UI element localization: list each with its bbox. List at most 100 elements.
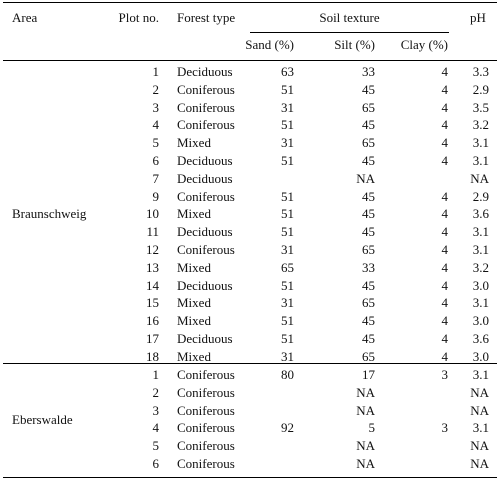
cell-area: Braunschweig bbox=[12, 206, 87, 221]
cell-sand: 92 bbox=[281, 420, 294, 435]
cell-silt: 65 bbox=[362, 349, 375, 364]
cell-silt: NA bbox=[356, 171, 375, 186]
table-row: 11 Deciduous 51 45 4 3.1 bbox=[0, 224, 500, 240]
cell-silt: 65 bbox=[362, 242, 375, 257]
cell-ph: 3.1 bbox=[472, 224, 489, 239]
cell-forest-type: Coniferous bbox=[177, 189, 235, 204]
cell-plot-no: 16 bbox=[146, 313, 159, 328]
cell-ph: NA bbox=[470, 171, 489, 186]
cell-clay: 4 bbox=[441, 242, 449, 257]
cell-sand: 31 bbox=[281, 349, 294, 364]
soil-texture-rule bbox=[250, 32, 449, 33]
cell-ph: 3.1 bbox=[472, 135, 489, 150]
cell-clay: 4 bbox=[441, 206, 449, 221]
cell-clay: 4 bbox=[441, 135, 449, 150]
table-row: 18 Mixed 31 65 4 3.0 bbox=[0, 349, 500, 365]
header-clay: Clay (%) bbox=[400, 37, 448, 52]
table-row: 6 Coniferous NA NA bbox=[0, 456, 500, 472]
cell-ph: 3.0 bbox=[472, 313, 489, 328]
cell-ph: 3.3 bbox=[472, 64, 489, 79]
cell-silt: 45 bbox=[362, 278, 375, 293]
header-ph: pH bbox=[470, 10, 486, 25]
cell-ph: 2.9 bbox=[472, 189, 489, 204]
cell-forest-type: Coniferous bbox=[177, 438, 235, 453]
cell-silt: 45 bbox=[362, 206, 375, 221]
cell-forest-type: Coniferous bbox=[177, 117, 235, 132]
cell-sand: 51 bbox=[281, 117, 294, 132]
cell-sand: 51 bbox=[281, 331, 294, 346]
table-row: 2 Coniferous 51 45 4 2.9 bbox=[0, 82, 500, 98]
cell-silt: NA bbox=[356, 403, 375, 418]
cell-forest-type: Coniferous bbox=[177, 367, 235, 382]
cell-plot-no: 5 bbox=[152, 438, 160, 453]
cell-plot-no: 12 bbox=[146, 242, 159, 257]
table-row: 3 Coniferous 31 65 4 3.5 bbox=[0, 100, 500, 116]
cell-ph: 2.9 bbox=[472, 82, 489, 97]
cell-silt: 17 bbox=[362, 367, 375, 382]
table-row: 10 Mixed 51 45 4 3.6 bbox=[0, 206, 500, 222]
cell-silt: 65 bbox=[362, 135, 375, 150]
cell-plot-no: 14 bbox=[146, 278, 159, 293]
cell-ph: 3.1 bbox=[472, 242, 489, 257]
cell-sand: 31 bbox=[281, 242, 294, 257]
cell-plot-no: 9 bbox=[152, 189, 160, 204]
cell-forest-type: Coniferous bbox=[177, 420, 235, 435]
cell-forest-type: Mixed bbox=[177, 349, 211, 364]
cell-ph: 3.0 bbox=[472, 278, 489, 293]
cell-sand: 51 bbox=[281, 82, 294, 97]
cell-plot-no: 1 bbox=[152, 367, 160, 382]
cell-silt: 65 bbox=[362, 100, 375, 115]
header-bottom-rule bbox=[3, 60, 497, 61]
cell-silt: 45 bbox=[362, 117, 375, 132]
cell-ph: NA bbox=[470, 403, 489, 418]
cell-sand: 31 bbox=[281, 135, 294, 150]
cell-sand: 51 bbox=[281, 189, 294, 204]
cell-silt: 45 bbox=[362, 189, 375, 204]
cell-clay: 3 bbox=[441, 420, 449, 435]
cell-sand: 51 bbox=[281, 224, 294, 239]
table-row: 7 Deciduous NA NA bbox=[0, 171, 500, 187]
cell-clay: 4 bbox=[441, 224, 449, 239]
table-row: 9 Coniferous 51 45 4 2.9 bbox=[0, 189, 500, 205]
cell-silt: NA bbox=[356, 456, 375, 471]
table-row: 17 Deciduous 51 45 4 3.6 bbox=[0, 331, 500, 347]
cell-plot-no: 1 bbox=[152, 64, 160, 79]
table-row: 1 Deciduous 63 33 4 3.3 bbox=[0, 64, 500, 80]
cell-sand: 31 bbox=[281, 100, 294, 115]
table-row: 14 Deciduous 51 45 4 3.0 bbox=[0, 278, 500, 294]
cell-silt: 45 bbox=[362, 82, 375, 97]
cell-forest-type: Coniferous bbox=[177, 456, 235, 471]
cell-ph: 3.6 bbox=[472, 206, 489, 221]
cell-sand: 63 bbox=[281, 64, 294, 79]
cell-plot-no: 15 bbox=[146, 295, 159, 310]
cell-plot-no: 17 bbox=[146, 331, 159, 346]
header-silt: Silt (%) bbox=[334, 37, 375, 52]
cell-forest-type: Mixed bbox=[177, 295, 211, 310]
cell-forest-type: Deciduous bbox=[177, 171, 233, 186]
cell-plot-no: 4 bbox=[152, 420, 160, 435]
cell-plot-no: 3 bbox=[152, 100, 160, 115]
cell-silt: 5 bbox=[368, 420, 376, 435]
table-row: 16 Mixed 51 45 4 3.0 bbox=[0, 313, 500, 329]
cell-ph: NA bbox=[470, 438, 489, 453]
header-soil-texture: Soil texture bbox=[319, 10, 380, 25]
cell-sand: 80 bbox=[281, 367, 294, 382]
table-row: 4 Coniferous 51 45 4 3.2 bbox=[0, 117, 500, 133]
cell-forest-type: Coniferous bbox=[177, 82, 235, 97]
table-row: 4 Coniferous 92 5 3 3.1 bbox=[0, 420, 500, 436]
cell-area: Eberswalde bbox=[12, 412, 73, 427]
table-top-rule bbox=[3, 2, 497, 3]
cell-forest-type: Mixed bbox=[177, 135, 211, 150]
cell-forest-type: Deciduous bbox=[177, 64, 233, 79]
cell-forest-type: Deciduous bbox=[177, 224, 233, 239]
cell-ph: 3.1 bbox=[472, 153, 489, 168]
cell-plot-no: 2 bbox=[152, 82, 160, 97]
cell-sand: 51 bbox=[281, 278, 294, 293]
cell-silt: NA bbox=[356, 385, 375, 400]
cell-silt: 45 bbox=[362, 153, 375, 168]
table-row: 3 Coniferous NA NA bbox=[0, 403, 500, 419]
cell-silt: 33 bbox=[362, 64, 375, 79]
cell-silt: NA bbox=[356, 438, 375, 453]
cell-plot-no: 11 bbox=[146, 224, 159, 239]
table-row: 6 Deciduous 51 45 4 3.1 bbox=[0, 153, 500, 169]
